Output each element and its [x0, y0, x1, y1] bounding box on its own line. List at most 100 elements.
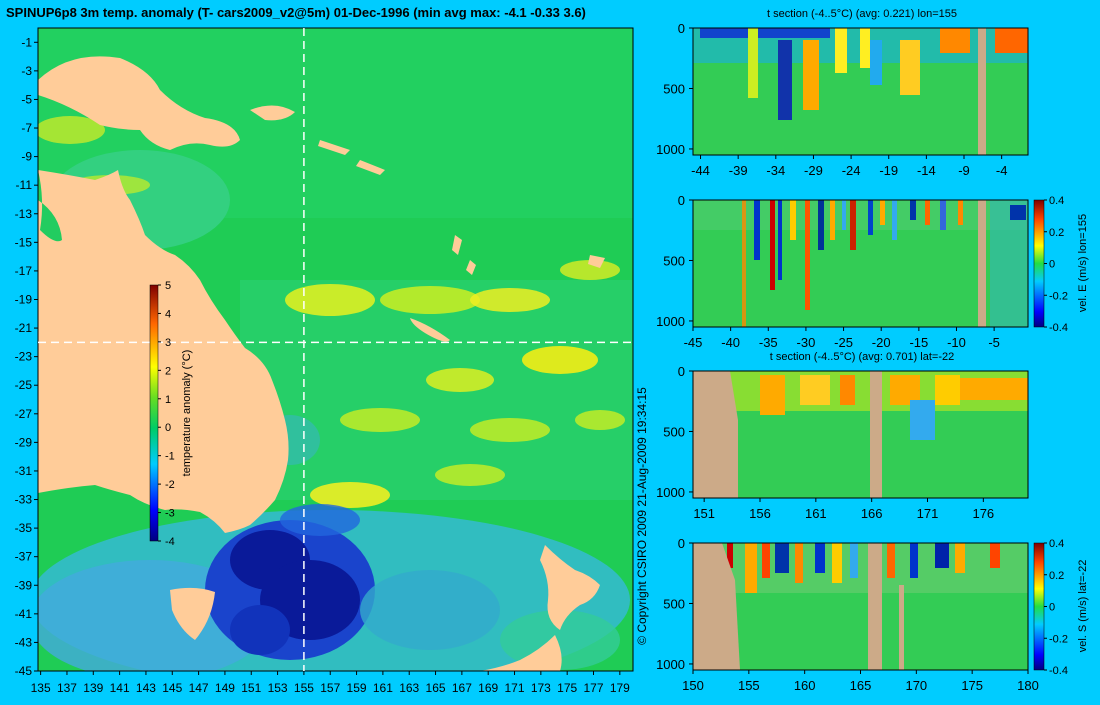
map-field [38, 28, 633, 671]
map-x-tick-label: 177 [583, 681, 603, 695]
section-lat22-velS-colorbar [1033, 542, 1045, 671]
section-y-tick-label: 0 [678, 364, 685, 379]
section-y-tick-label: 1000 [656, 142, 685, 157]
map-x-tick-label: 149 [215, 681, 235, 695]
map-colorbar-tick-label: 2 [165, 365, 171, 377]
map-y-tick-label: -3 [21, 64, 32, 78]
map-x-tick-label: 137 [57, 681, 77, 695]
section-lat22-velS-panel: 0.4 0.2 0 -0.2 -0.4 vel. S (m/s) lat=-22 150… [656, 536, 1089, 693]
map-colorbar-label: temperature anomaly (°C) [181, 350, 193, 477]
map-x-tick-label: 169 [478, 681, 498, 695]
map-x-tick-label: 173 [531, 681, 551, 695]
section-x-tick-label: -30 [797, 335, 816, 350]
map-y-tick-label: -35 [15, 521, 33, 535]
section-x-tick-label: -10 [947, 335, 966, 350]
section-x-tick-label: -19 [879, 163, 898, 178]
map-x-tick-label: 157 [320, 681, 340, 695]
section-colorbar-tick-label: 0.4 [1049, 538, 1064, 550]
section-x-tick-label: -15 [909, 335, 928, 350]
map-x-tick-label: 155 [294, 681, 314, 695]
section-y-tick-label: 500 [663, 81, 685, 96]
map-x-tick-label: 159 [347, 681, 367, 695]
map-y-tick-label: -31 [15, 464, 33, 478]
section-colorbar-tick-label: 0.2 [1049, 227, 1064, 239]
section-lon155-velE-panel: 0.4 0.2 0 -0.2 -0.4 vel. E (m/s) lon=155 -45… [656, 193, 1089, 350]
section-x-tick-label: -35 [759, 335, 778, 350]
land-new-caledonia [410, 318, 450, 342]
map-y-tick-label: -37 [15, 550, 33, 564]
section-x-tick-label: -44 [691, 163, 710, 178]
land-new-zealand-north [540, 545, 600, 630]
map-x-tick-label: 147 [189, 681, 209, 695]
section-y-tick-label: 0 [678, 536, 685, 551]
map-y-tick-label: -41 [15, 607, 33, 621]
section-colorbar-tick-label: 0 [1049, 259, 1055, 271]
map-x-tick-label: 175 [557, 681, 577, 695]
map-x-tick-label: 179 [610, 681, 630, 695]
map-x-tick-label: 145 [162, 681, 182, 695]
map-x-tick-label: 139 [83, 681, 103, 695]
section-x-tick-label: -45 [684, 335, 703, 350]
section-x-tick-label: 160 [794, 678, 816, 693]
map-y-tick-label: -45 [15, 664, 33, 678]
section-x-tick-label: 170 [905, 678, 927, 693]
map-x-tick-label: 163 [399, 681, 419, 695]
map-colorbar-tick-label: 4 [165, 308, 171, 320]
section-colorbar-tick-label: 0 [1049, 602, 1055, 614]
section-x-tick-label: -14 [917, 163, 936, 178]
map-y-tick-label: -15 [15, 235, 33, 249]
section-x-tick-label: -29 [804, 163, 823, 178]
section-y-tick-label: 0 [678, 21, 685, 36]
main-title: SPINUP6p8 3m temp. anomaly (T- cars2009_… [6, 5, 586, 20]
section-x-tick-label: 165 [850, 678, 872, 693]
map-y-tick-label: -33 [15, 493, 33, 507]
map-y-tick-label: -23 [15, 350, 33, 364]
map-colorbar-tick-label: -4 [165, 536, 175, 548]
map-colorbar-tick-label: -3 [165, 508, 175, 520]
section-x-tick-label: 151 [693, 506, 715, 521]
section-x-tick-label: 166 [861, 506, 883, 521]
section-x-tick-label: -40 [721, 335, 740, 350]
section-x-tick-label: -24 [842, 163, 861, 178]
map-colorbar-tick-label: 3 [165, 337, 171, 349]
map-y-tick-label: -27 [15, 407, 33, 421]
land-solomons [318, 140, 385, 175]
section-x-tick-label: 180 [1017, 678, 1039, 693]
section-lon155-velE-colorbar-label: vel. E (m/s) lon=155 [1077, 214, 1089, 312]
section-x-tick-label: -9 [958, 163, 970, 178]
section-x-tick-label: 171 [917, 506, 939, 521]
map-colorbar-ticks: 5 4 3 2 1 0 -1 -2 -3 -4 [158, 280, 175, 548]
section-lon155-temp-panel: t section (-4..5°C) (avg: 0.221) lon=155… [656, 8, 1029, 178]
section-x-tick-label: -5 [988, 335, 1000, 350]
map-y-tick-label: -39 [15, 578, 33, 592]
section-lat22-temp-title: t section (-4..5°C) (avg: 0.701) lat=-22 [770, 351, 954, 363]
map-y-ticks: -1 -3 -5 -7 -9 -11 -13 -15 -17 -19 -21 -23 -25 -27 -29… [15, 35, 38, 678]
land-new-guinea [38, 56, 240, 150]
map-y-tick-label: -19 [15, 292, 33, 306]
map-x-ticks: 135 137 139 141 143 145 147 149 151 153 155 157 159 1… [31, 671, 630, 695]
land-australia [38, 170, 289, 533]
section-colorbar-tick-label: -0.2 [1049, 633, 1068, 645]
land-tasmania [170, 587, 215, 640]
section-x-tick-label: 155 [738, 678, 760, 693]
section-lon155-velE-colorbar [1033, 199, 1045, 328]
section-x-tick-label: -4 [996, 163, 1008, 178]
map-x-tick-label: 141 [110, 681, 130, 695]
section-x-tick-label: -20 [872, 335, 891, 350]
map-y-tick-label: -9 [21, 150, 32, 164]
map-x-tick-label: 171 [505, 681, 525, 695]
map-y-tick-label: -1 [21, 35, 32, 49]
map-colorbar-tick-label: 1 [165, 394, 171, 406]
section-x-tick-label: -39 [729, 163, 748, 178]
section-y-tick-label: 1000 [656, 485, 685, 500]
section-x-tick-label: 175 [961, 678, 983, 693]
section-y-tick-label: 500 [663, 424, 685, 439]
map-colorbar-tick-label: -2 [165, 479, 175, 491]
map-y-tick-label: -11 [16, 178, 33, 192]
copyright-text: © Copyright CSIRO 2009 21-Aug-2009 19:34… [635, 387, 649, 645]
section-colorbar-tick-label: 0.4 [1049, 195, 1064, 207]
map-x-tick-label: 153 [268, 681, 288, 695]
map-y-tick-label: -43 [15, 635, 33, 649]
